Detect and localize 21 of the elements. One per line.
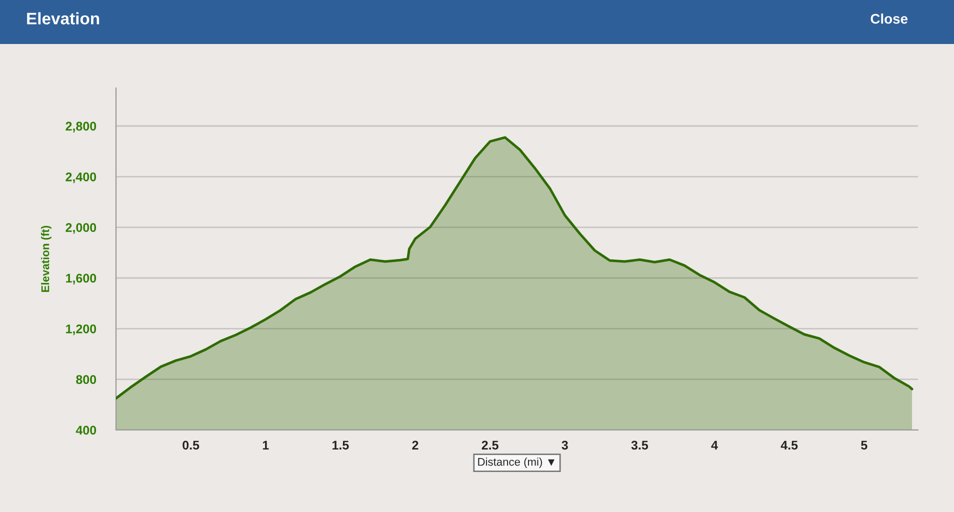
y-tick-label: 2,800 xyxy=(66,122,96,132)
x-tick-label: 4.5 xyxy=(780,440,798,450)
x-tick-label: 0.5 xyxy=(182,440,200,450)
x-tick-label: 1.5 xyxy=(332,440,349,450)
y-tick-label: 1,200 xyxy=(66,324,96,336)
x-axis-title: Distance (mi) ▼ xyxy=(478,458,555,468)
y-tick-label: 400 xyxy=(76,426,96,435)
y-tick-label: 2,000 xyxy=(66,223,96,234)
x-tick-label: 2 xyxy=(412,440,418,450)
chart-title: Elevation xyxy=(27,12,100,24)
y-axis-title: Elevation (ft) xyxy=(41,226,52,292)
y-tick-label: 1,600 xyxy=(66,274,96,284)
x-tick-label: 3.5 xyxy=(631,440,648,450)
x-tick-label: 4 xyxy=(711,440,718,450)
y-tick-label: 2,400 xyxy=(66,172,96,184)
x-tick-label: 1 xyxy=(262,440,269,450)
x-tick-label: 3 xyxy=(562,440,568,450)
text: Close xyxy=(870,14,908,24)
y-tick-label: 800 xyxy=(76,375,96,384)
x-tick-label: 5 xyxy=(861,440,868,450)
x-tick-label: 2.5 xyxy=(482,440,498,450)
